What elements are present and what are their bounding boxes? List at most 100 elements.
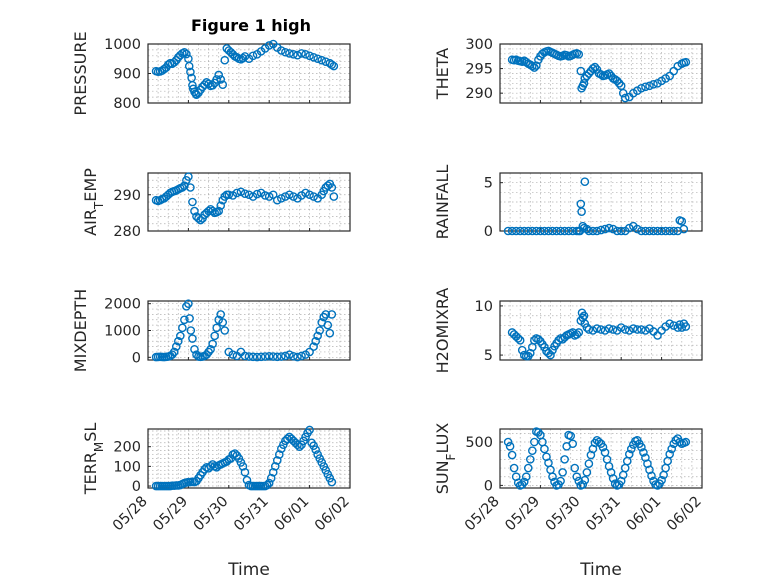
- data-point: [214, 206, 223, 216]
- data-point: [596, 325, 606, 334]
- data-point: [293, 440, 302, 450]
- data-point: [206, 344, 215, 354]
- data-point: [515, 336, 525, 345]
- data-point: [285, 49, 294, 58]
- data-point: [184, 299, 193, 308]
- subplot-4: 0 5 RAINFALL: [433, 165, 703, 240]
- data-point: [313, 54, 322, 64]
- data-point: [228, 350, 238, 359]
- data-point: [182, 49, 191, 59]
- data-point: [568, 439, 578, 449]
- y-tick-label: 290: [113, 188, 141, 204]
- data-point: [579, 311, 589, 321]
- data-point: [579, 79, 589, 88]
- data-point: [584, 226, 594, 236]
- data-point: [305, 347, 314, 357]
- data-point: [224, 190, 234, 200]
- data-point: [285, 190, 294, 200]
- data-point: [329, 192, 339, 201]
- data-point: [317, 55, 327, 65]
- data-point: [572, 330, 582, 339]
- y-tick-label: 1000: [104, 37, 141, 53]
- data-point: [248, 51, 258, 61]
- data-point: [574, 50, 584, 59]
- data-point: [681, 57, 691, 67]
- data-point: [578, 480, 588, 489]
- data-point: [264, 41, 274, 50]
- data-point: [633, 224, 642, 234]
- data-point: [220, 326, 230, 335]
- data-point: [252, 352, 262, 362]
- data-point: [582, 468, 592, 477]
- data-point: [186, 67, 195, 77]
- axes-frame: [499, 43, 703, 104]
- y-tick-label: 100: [113, 459, 141, 475]
- x-tick-label: 06/01: [624, 494, 665, 535]
- data-point: [325, 328, 335, 338]
- data-point: [264, 192, 274, 201]
- data-point: [624, 326, 634, 335]
- y-axis-label: TERRMSL: [81, 423, 106, 496]
- data-point: [570, 463, 580, 473]
- data-point: [262, 480, 272, 490]
- data-point: [289, 351, 298, 361]
- data-point: [327, 310, 337, 319]
- subplot-3: 280 290 AIRTEMP: [81, 168, 351, 240]
- data-point: [323, 181, 333, 190]
- data-point: [530, 437, 539, 447]
- data-point: [665, 449, 674, 459]
- data-point: [289, 192, 298, 201]
- data-point: [513, 334, 523, 343]
- data-point: [244, 190, 254, 200]
- data-point: [540, 226, 549, 236]
- data-point: [523, 463, 533, 473]
- data-point: [285, 350, 294, 359]
- data-point: [309, 342, 318, 351]
- data-point: [305, 425, 314, 435]
- data-point: [240, 351, 250, 361]
- data-point: [596, 70, 606, 79]
- data-point: [311, 445, 320, 454]
- data-point: [637, 442, 646, 452]
- subplot-8: 0 500 05/28 05/29 05/30 05/31 06/01 06/02 Time SU…: [433, 423, 705, 580]
- data-point: [204, 79, 213, 89]
- data-point: [214, 70, 223, 80]
- data-point: [532, 61, 541, 70]
- data-point: [608, 474, 618, 483]
- data-point: [641, 326, 650, 335]
- data-point: [297, 351, 306, 361]
- data-point: [220, 55, 230, 65]
- data-point: [188, 334, 197, 343]
- data-point: [592, 324, 602, 333]
- data-point: [196, 215, 205, 225]
- data-point: [544, 226, 553, 236]
- data-point: [293, 50, 302, 60]
- y-axis-label: THETA: [433, 48, 452, 100]
- data-point: [272, 195, 282, 205]
- data-point: [238, 53, 248, 63]
- data-point: [588, 64, 598, 73]
- data-point: [560, 226, 569, 236]
- data-point: [185, 314, 194, 323]
- data-point: [315, 326, 325, 335]
- data-point: [517, 345, 527, 355]
- data-point: [546, 350, 555, 360]
- data-point: [256, 352, 266, 362]
- data-point: [665, 226, 674, 236]
- data-point: [679, 224, 689, 234]
- x-axis-label: Time: [227, 560, 270, 580]
- y-axis-label: MIXDEPTH: [71, 289, 90, 372]
- axes-frame: [499, 428, 703, 489]
- data-point: [665, 319, 674, 328]
- data-point: [540, 444, 549, 454]
- data-point: [596, 225, 606, 235]
- data-point: [208, 81, 217, 90]
- data-point: [576, 66, 586, 76]
- data-point: [169, 347, 179, 357]
- data-point: [507, 450, 517, 460]
- data-point: [216, 75, 226, 84]
- data-point: [633, 325, 642, 334]
- data-point: [552, 226, 561, 236]
- data-point: [232, 188, 242, 198]
